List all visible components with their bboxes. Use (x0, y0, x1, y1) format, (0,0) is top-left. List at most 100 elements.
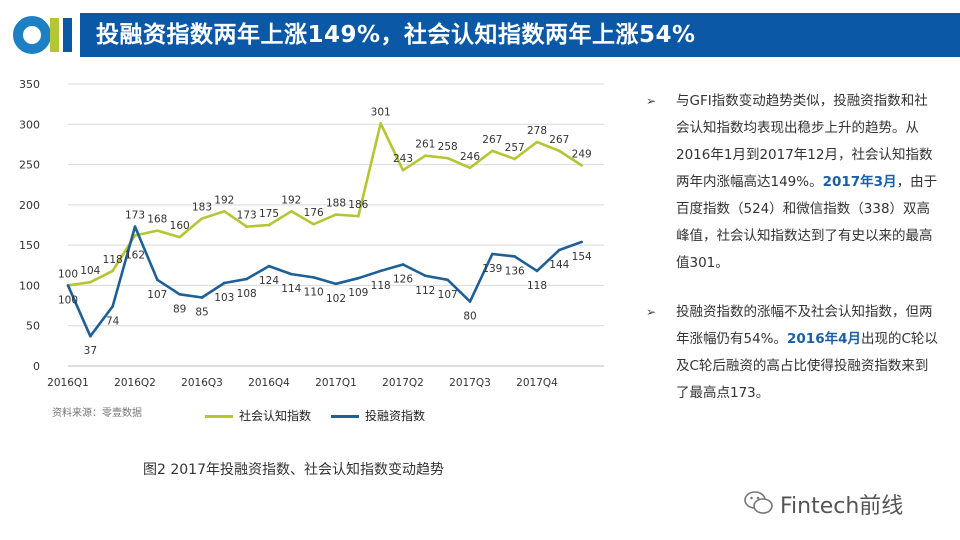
data-label-invest: 139 (482, 263, 502, 275)
logo-icon (13, 16, 72, 54)
data-label-social: 249 (572, 148, 592, 160)
data-point-1 (312, 276, 315, 279)
bullet-item-2: ➢ 投融资指数的涨幅不及社会认知指数，但两年涨幅仍有54%。2016年4月出现的… (640, 299, 940, 407)
data-label-invest: 108 (237, 288, 257, 300)
arrow-bullet-icon: ➢ (646, 305, 657, 319)
data-label-social: 258 (438, 141, 458, 153)
bullet-list: ➢ 与GFI指数变动趋势类似，投融资指数和社会认知指数均表现出稳步上升的趋势。从… (640, 88, 940, 429)
y-tick-label: 150 (19, 239, 40, 252)
data-label-invest: 136 (505, 265, 525, 277)
x-tick-label: 2017Q4 (516, 377, 558, 389)
data-label-social: 176 (304, 207, 324, 219)
data-label-invest: 114 (281, 283, 301, 295)
y-tick-label: 200 (19, 199, 40, 212)
data-point-0 (290, 210, 293, 213)
data-point-0 (513, 157, 516, 161)
arrow-bullet-icon: ➢ (646, 94, 657, 108)
watermark-text: Fintech前线 (780, 494, 904, 519)
data-label-invest: 74 (106, 315, 120, 327)
data-point-0 (535, 140, 539, 144)
data-label-invest: 109 (348, 287, 368, 299)
x-tick-label: 2017Q3 (449, 377, 491, 389)
data-label-social: 186 (348, 199, 368, 211)
data-point-0 (401, 168, 405, 172)
data-point-1 (267, 264, 271, 268)
data-label-invest: 173 (125, 210, 145, 222)
data-point-1 (178, 292, 181, 296)
data-point-0 (267, 223, 271, 227)
y-tick-label: 100 (19, 279, 40, 292)
y-tick-label: 50 (26, 320, 40, 333)
data-point-0 (468, 166, 472, 170)
x-tick-label: 2016Q4 (248, 377, 290, 389)
legend-label-invest: 投融资指数 (365, 409, 426, 423)
x-tick-label: 2017Q1 (315, 377, 357, 389)
y-tick-label: 300 (19, 118, 40, 131)
y-tick-label: 350 (19, 78, 40, 91)
data-label-invest: 103 (214, 292, 234, 304)
wechat-icon (744, 491, 773, 514)
data-label-invest: 112 (415, 285, 435, 297)
data-label-invest: 107 (438, 289, 458, 301)
legend-swatch-social (205, 415, 233, 418)
data-label-social: 246 (460, 151, 480, 163)
data-point-1 (223, 281, 226, 285)
data-label-social: 188 (326, 198, 346, 210)
bullet-2-text-before: 投融资指数的涨幅不及社会认知指数，但两年涨幅仍有54%。 (676, 304, 933, 347)
data-point-0 (200, 217, 204, 220)
data-point-0 (223, 210, 226, 213)
data-point-1 (200, 296, 204, 299)
line-chart: 0 50 100 150 200 250 300 350 2016Q1 2016Q2 2016Q3 2… (19, 78, 604, 389)
data-point-0 (379, 122, 382, 125)
data-label-social: 301 (371, 106, 391, 118)
data-point-0 (357, 214, 360, 218)
data-label-invest: 126 (393, 273, 413, 285)
data-label-invest: 85 (195, 307, 208, 319)
data-point-1 (357, 276, 360, 280)
data-point-1 (245, 277, 248, 281)
data-label-invest: 102 (326, 293, 346, 305)
data-label-social: 267 (482, 134, 502, 146)
bullet-1-text-after: ，由于百度指数（524）和微信指数（338）双高峰值，社会认知指数达到了有史以来… (676, 174, 938, 271)
data-point-0 (312, 222, 315, 226)
data-label-invest: 144 (549, 259, 569, 271)
data-label-invest: 154 (572, 251, 592, 263)
data-label-social: 192 (281, 194, 301, 206)
data-point-1 (379, 269, 382, 273)
y-tick-label: 0 (33, 360, 40, 373)
data-point-0 (446, 156, 449, 160)
data-point-1 (133, 225, 137, 228)
data-label-social: 168 (147, 214, 167, 226)
data-point-0 (491, 149, 494, 153)
data-label-invest: 110 (304, 286, 324, 298)
bullet-2-highlight: 2016年4月 (787, 331, 861, 347)
data-label-social: 118 (103, 254, 123, 266)
data-point-0 (133, 234, 137, 237)
data-point-1 (468, 300, 472, 303)
bullet-1-highlight: 2017年3月 (822, 174, 897, 190)
series-line-1 (66, 225, 583, 338)
y-tick-label: 250 (19, 159, 40, 172)
data-point-0 (178, 235, 181, 239)
data-label-invest: 100 (58, 294, 78, 306)
data-label-invest: 118 (527, 280, 547, 292)
data-point-0 (580, 164, 583, 167)
bullet-2-text-after: 出现的C轮以及C轮后融资的高占比使得投融资指数来到了最高点173。 (676, 331, 938, 401)
data-label-invest: 107 (147, 289, 167, 301)
data-point-1 (401, 263, 405, 266)
data-point-0 (111, 269, 114, 273)
x-tick-label: 2017Q2 (382, 377, 424, 389)
data-point-1 (580, 240, 583, 244)
data-point-0 (89, 280, 92, 284)
legend-label-social: 社会认知指数 (239, 409, 312, 423)
series-line-0 (67, 122, 583, 287)
data-point-0 (424, 154, 427, 158)
data-point-1 (491, 252, 494, 256)
data-label-social: 267 (549, 134, 569, 146)
x-tick-label: 2016Q2 (114, 377, 156, 389)
data-label-social: 173 (237, 210, 257, 222)
data-label-invest: 89 (173, 303, 186, 315)
data-label-social: 261 (415, 139, 435, 151)
data-point-0 (334, 213, 338, 216)
data-label-invest: 37 (84, 345, 97, 357)
